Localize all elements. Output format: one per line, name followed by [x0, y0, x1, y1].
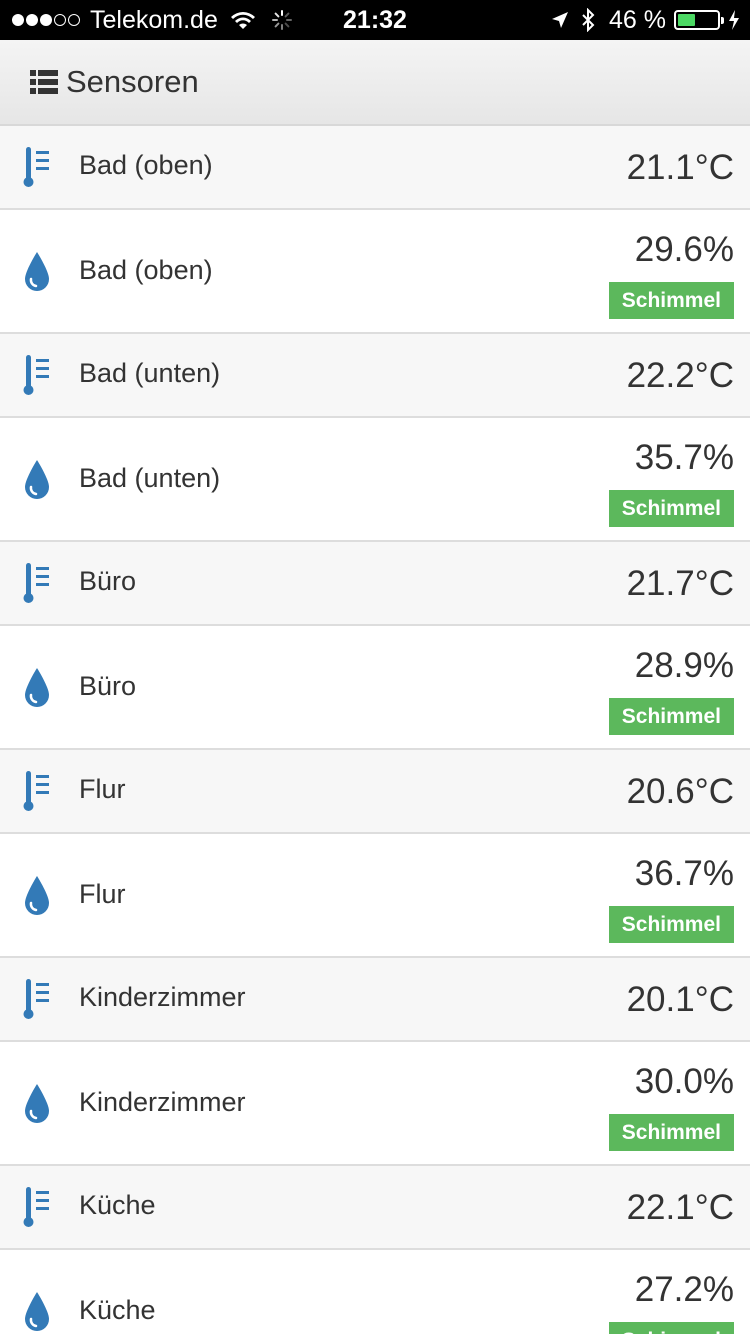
thermometer-icon [22, 1184, 52, 1230]
page-title: Sensoren [66, 64, 199, 99]
signal-dot [68, 14, 80, 26]
bluetooth-icon [582, 8, 595, 32]
water-drop-icon [22, 1083, 52, 1125]
signal-dot [54, 14, 66, 26]
signal-dot [40, 14, 52, 26]
thermometer-icon [22, 976, 52, 1022]
signal-dot [26, 14, 38, 26]
sensor-value: 30.0% [634, 1062, 734, 1101]
battery-tip [721, 17, 724, 24]
battery-icon [674, 10, 724, 30]
sensor-name: Flur [79, 879, 126, 909]
temperature-sensor-row[interactable]: Bad (oben) 21.1°C [0, 126, 750, 210]
thermometer-icon [22, 768, 52, 814]
sensor-value: 27.2% [634, 1270, 734, 1309]
sensor-name: Küche [79, 1295, 156, 1325]
humidity-sensor-row[interactable]: Bad (unten) 35.7% Schimmel [0, 418, 750, 542]
sensor-name: Bad (unten) [79, 463, 221, 493]
sensor-name: Büro [79, 671, 137, 701]
temperature-sensor-row[interactable]: Bad (unten) 22.2°C [0, 334, 750, 418]
sensor-name: Kinderzimmer [79, 982, 246, 1012]
battery-percent: 46 % [609, 5, 666, 34]
mold-warning-badge: Schimmel [608, 1114, 734, 1151]
sensor-name: Kinderzimmer [79, 1087, 246, 1117]
water-drop-icon [22, 875, 52, 917]
sensor-name: Flur [79, 774, 126, 804]
list-icon [30, 70, 58, 94]
mold-warning-badge: Schimmel [608, 490, 734, 527]
sensor-value: 28.9% [634, 646, 734, 685]
carrier-name: Telekom.de [90, 5, 218, 34]
thermometer-icon [22, 144, 52, 190]
sensor-value: 29.6% [634, 230, 734, 269]
water-drop-icon [22, 251, 52, 293]
charging-bolt-icon [729, 10, 739, 30]
sensor-name: Büro [79, 566, 137, 596]
mold-warning-badge: Schimmel [608, 282, 734, 319]
sensor-value: 22.2°C [626, 356, 734, 395]
sensor-value: 21.7°C [626, 564, 734, 603]
water-drop-icon [22, 1291, 52, 1333]
water-drop-icon [22, 459, 52, 501]
humidity-sensor-row[interactable]: Büro 28.9% Schimmel [0, 626, 750, 750]
mold-warning-badge: Schimmel [608, 698, 734, 735]
battery-level [678, 14, 696, 26]
status-bar-left: Telekom.de [12, 6, 292, 34]
temperature-sensor-row[interactable]: Kinderzimmer 20.1°C [0, 958, 750, 1042]
status-bar-right: 46 % [551, 6, 740, 34]
temperature-sensor-row[interactable]: Büro 21.7°C [0, 542, 750, 626]
sensor-name: Bad (unten) [79, 358, 221, 388]
humidity-sensor-row[interactable]: Küche 27.2% Schimmel [0, 1250, 750, 1334]
sensor-value: 21.1°C [626, 148, 734, 187]
status-bar: Telekom.de 21:32 46 % [0, 0, 750, 40]
thermometer-icon [22, 352, 52, 398]
sensor-name: Küche [79, 1190, 156, 1220]
sensor-value: 20.1°C [626, 980, 734, 1019]
humidity-sensor-row[interactable]: Bad (oben) 29.6% Schimmel [0, 210, 750, 334]
thermometer-icon [22, 560, 52, 606]
activity-spinner-icon [271, 10, 292, 30]
sensor-value: 35.7% [634, 438, 734, 477]
mold-warning-badge: Schimmel [608, 906, 734, 943]
sensor-list: Bad (oben) 21.1°C Bad (oben) 29.6% Schimmel B… [0, 126, 750, 1334]
water-drop-icon [22, 667, 52, 709]
sensor-value: 20.6°C [626, 772, 734, 811]
mold-warning-badge: Schimmel [608, 1322, 734, 1334]
temperature-sensor-row[interactable]: Küche 22.1°C [0, 1166, 750, 1250]
temperature-sensor-row[interactable]: Flur 20.6°C [0, 750, 750, 834]
page-header: Sensoren [0, 40, 750, 126]
signal-strength-icon [12, 14, 82, 26]
location-arrow-icon [552, 12, 569, 28]
signal-dot [12, 14, 24, 26]
sensor-value: 22.1°C [626, 1188, 734, 1227]
humidity-sensor-row[interactable]: Flur 36.7% Schimmel [0, 834, 750, 958]
sensor-name: Bad (oben) [79, 255, 213, 285]
sensor-value: 36.7% [634, 854, 734, 893]
sensor-name: Bad (oben) [79, 150, 213, 180]
humidity-sensor-row[interactable]: Kinderzimmer 30.0% Schimmel [0, 1042, 750, 1166]
wifi-icon [230, 12, 255, 29]
